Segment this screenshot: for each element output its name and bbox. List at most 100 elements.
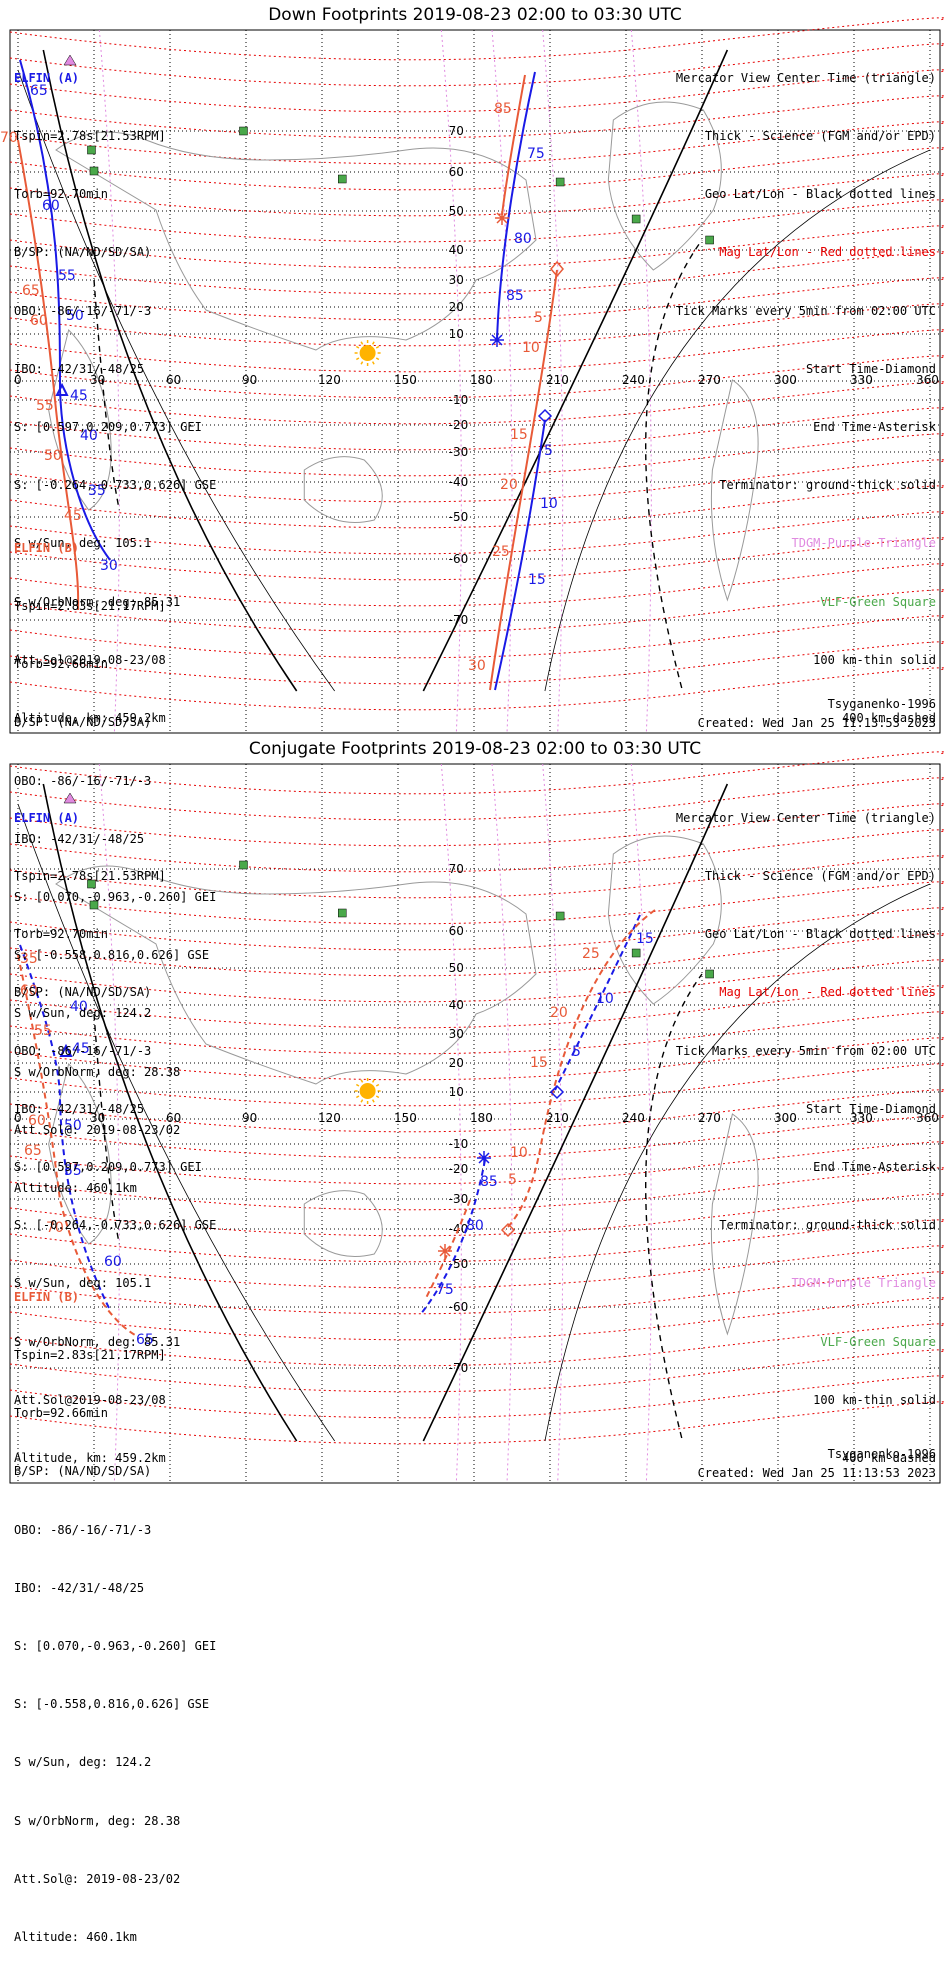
mag-lat-curve xyxy=(9,381,946,425)
terminator-ground xyxy=(42,49,298,692)
tdgm-triangle xyxy=(63,54,77,66)
lon-label: 60 xyxy=(166,373,181,387)
mag-lon-curve xyxy=(630,763,652,1484)
elfin-b-tick-label: 85 xyxy=(494,101,512,117)
mag-lat-curve xyxy=(9,303,946,347)
elfin-b-line: IBO: -42/31/-48/25 xyxy=(14,831,145,846)
start-diamond xyxy=(500,1222,516,1238)
elfin-b-line: Altitude: 460.1km xyxy=(14,1181,137,1196)
model-label-conjugate: Tsyganenko-1996 xyxy=(827,1447,936,1461)
elfin-b-tick-label: 10 xyxy=(522,340,540,356)
lat-label: 50 xyxy=(449,204,464,218)
elfin-a-track xyxy=(494,419,546,691)
lat-label: 40 xyxy=(449,998,464,1012)
mag-lat-curve xyxy=(9,1219,946,1263)
lat-label: -60 xyxy=(449,552,469,566)
elfin-a-tick-label: 85 xyxy=(506,288,524,304)
elfin-a-line: S w/Sun, deg: 105.1 xyxy=(14,1276,152,1291)
mag-lat-curve xyxy=(9,959,946,1003)
continent-outline xyxy=(303,456,383,523)
legend-item: Geo Lat/Lon - Black dotted lines xyxy=(704,187,936,202)
lon-label: 180 xyxy=(470,373,493,387)
lat-label: -40 xyxy=(449,475,469,489)
elfin-a-tick-label: 65 xyxy=(30,83,48,99)
elfin-a-line: Torb=92.70min xyxy=(14,927,108,942)
mag-lat-curve xyxy=(9,17,946,61)
mag-lat-curve xyxy=(9,511,946,555)
lat-label: 20 xyxy=(449,1056,464,1070)
legend-item: VLF-Green Square xyxy=(820,594,936,609)
mag-lon-curve xyxy=(542,29,564,734)
continent-outline xyxy=(303,1190,383,1257)
elfin-b-tick-label: 50 xyxy=(44,448,62,464)
legend-item: End Time-Asterisk xyxy=(813,420,936,435)
elfin-a-tick-label: 15 xyxy=(636,931,654,947)
terminator-100km xyxy=(17,803,335,1442)
legend-item: TDGM-Purple Triangle xyxy=(791,536,937,551)
elfin-a-label: ELFIN (A) xyxy=(14,810,80,825)
lat-label: 70 xyxy=(449,124,464,138)
vlf-station-marker xyxy=(631,214,641,224)
legend-item: Thick - Science (FGM and/or EPD) xyxy=(704,869,936,884)
end-asterisk xyxy=(495,211,509,225)
elfin-a-tick-label: 60 xyxy=(42,198,60,214)
mag-lat-curve xyxy=(9,641,946,685)
mag-lat-curve xyxy=(9,537,946,581)
mag-lat-curve xyxy=(9,1115,946,1159)
vlf-station-marker xyxy=(87,145,96,155)
mag-lat-curve xyxy=(9,1349,946,1393)
mag-lat-curve xyxy=(9,933,946,977)
panel-title-down: Down Footprints 2019-08-23 02:00 to 03:3… xyxy=(268,5,682,25)
mag-lat-curve xyxy=(9,829,946,873)
terminator-400km xyxy=(93,1013,121,1245)
elfin-a-info-down: ELFIN (A) Tspin=2.78s[21.53RPM] Torb=92.… xyxy=(14,30,216,748)
elfin-a-tick-label: 40 xyxy=(70,999,88,1015)
start-diamond xyxy=(549,1084,565,1100)
mag-lat-curve xyxy=(9,225,946,269)
legend-item: VLF-Green Square xyxy=(820,1334,936,1349)
mag-lat-curve xyxy=(9,1011,946,1055)
vlf-station-marker xyxy=(89,900,99,910)
sun-ray xyxy=(360,1099,364,1103)
lat-label: 60 xyxy=(449,924,464,938)
center-time-triangle xyxy=(55,382,69,396)
legend-item: Terminator: ground-thick solid xyxy=(719,1218,936,1233)
lat-label: 30 xyxy=(449,1027,464,1041)
elfin-a-info-conjugate: ELFIN (A) Tspin=2.78s[21.53RPM] Torb=92.… xyxy=(14,770,216,1488)
elfin-b-tick-label: 5 xyxy=(508,1172,517,1188)
elfin-b-tick-label: 60 xyxy=(28,1113,46,1129)
lat-label: 30 xyxy=(449,273,464,287)
vlf-station-marker xyxy=(239,860,248,870)
lon-label: 90 xyxy=(242,373,257,387)
mag-lat-curve xyxy=(9,777,946,821)
mag-lat-curve xyxy=(9,1297,946,1341)
mag-lat-curve xyxy=(9,355,946,399)
lon-label: 210 xyxy=(546,373,569,387)
legend-item: End Time-Asterisk xyxy=(813,1160,936,1175)
terminator-400km xyxy=(93,279,121,511)
elfin-a-line: Torb=92.70min xyxy=(14,187,108,202)
legend-item: Tick Marks every 5min from 02:00 UTC xyxy=(675,303,936,318)
elfin-a-line: IBO: -42/31/-48/25 xyxy=(14,1101,145,1116)
mag-lat-curve xyxy=(9,907,946,951)
created-label-conjugate: Created: Wed Jan 25 11:13:53 2023 xyxy=(697,1466,936,1480)
lon-label: 270 xyxy=(698,1111,721,1125)
mag-lon-curve xyxy=(491,29,513,734)
end-asterisk xyxy=(477,1151,491,1165)
elfin-a-line: OBO: -86/-16/-71/-3 xyxy=(14,1043,152,1058)
lon-label: 240 xyxy=(622,373,645,387)
elfin-b-tick-label: 60 xyxy=(30,313,48,329)
elfin-a-line: S: [-0.264,-0.733,0.626] GSE xyxy=(14,1218,217,1233)
elfin-a-tick-label: 5 xyxy=(572,1044,581,1060)
elfin-a-line: OBO: -86/-16/-71/-3 xyxy=(14,303,152,318)
elfin-a-line: Att.Sol@2019-08-23/08 xyxy=(14,1392,166,1407)
terminator-ground xyxy=(422,49,729,692)
lat-label: 50 xyxy=(449,961,464,975)
mag-lat-curve xyxy=(9,589,946,633)
footprint-maps: 0 30 60 90 120 150 180 210 240 270 300 330 360706050… xyxy=(0,17,946,1484)
start-diamond xyxy=(537,408,553,424)
elfin-b-tick-label: 35 xyxy=(20,951,38,967)
lon-label: 180 xyxy=(470,1111,493,1125)
legend-item: Mercator View Center Time (triangle) xyxy=(675,70,936,85)
elfin-a-tick-label: 30 xyxy=(100,558,118,574)
